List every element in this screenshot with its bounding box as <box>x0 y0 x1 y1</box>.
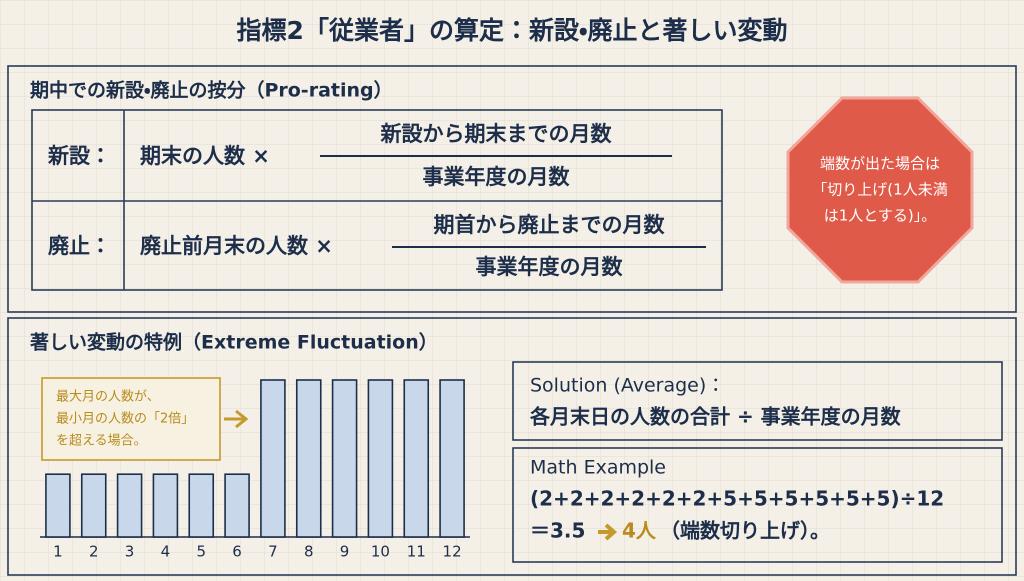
bar <box>331 379 358 538</box>
x-tick-label: 7 <box>268 543 278 561</box>
annotation-line: 最大月の人数が、 <box>56 390 160 405</box>
bar <box>45 473 71 538</box>
bar <box>403 379 430 538</box>
example-result: ＝3.5 <box>530 519 585 543</box>
x-tick-label: 3 <box>125 543 135 561</box>
formula-base: 廃止前月末の人数 × <box>140 234 333 258</box>
example-note: （端数切り上げ）。 <box>660 519 830 543</box>
x-tick-label: 10 <box>371 543 390 561</box>
bar-chart: 1 2 3 4 5 6 7 8 9 10 11 12 <box>45 379 465 561</box>
denominator: 事業年度の月数 <box>423 165 571 189</box>
x-tick-label: 8 <box>304 543 314 561</box>
note-line: 端数が出た場合は <box>820 155 940 173</box>
section-box <box>7 317 1017 576</box>
x-tick-label: 2 <box>89 543 99 561</box>
annotation-box <box>41 377 221 461</box>
bar <box>188 473 215 538</box>
section-heading: 期中での新設・廃止の按分（Pro-rating） <box>30 79 393 102</box>
result-arrow <box>598 523 618 541</box>
section-heading: 著しい変動の特例（Extreme Fluctuation） <box>30 331 438 354</box>
annotation-arrow <box>224 409 249 429</box>
bar <box>367 379 394 538</box>
x-tick-label: 5 <box>196 543 206 561</box>
row-label: 廃止： <box>48 234 111 258</box>
formula-table <box>31 109 723 291</box>
bar <box>439 379 465 538</box>
bar <box>116 473 143 538</box>
example-box <box>512 447 1003 563</box>
x-tick-label: 6 <box>232 543 242 561</box>
x-tick-label: 9 <box>340 543 350 561</box>
note-line: は1人とする)」。 <box>824 207 936 225</box>
page-title: 指標2「従業者」の算定：新設・廃止と著しい変動 <box>237 16 788 45</box>
note-line: 「切り上げ(1人未満 <box>812 181 947 199</box>
solution-formula: 各月末日の人数の合計 ÷ 事業年度の月数 <box>529 405 902 429</box>
bar <box>295 379 322 538</box>
x-tick-label: 1 <box>53 543 63 561</box>
x-tick-label: 11 <box>407 543 426 561</box>
denominator: 事業年度の月数 <box>476 255 624 279</box>
formula-base: 期末の人数 × <box>140 144 270 168</box>
solution-box <box>512 361 1003 441</box>
note-octagon <box>786 96 974 284</box>
example-label: Math Example <box>530 457 666 479</box>
x-tick-label: 12 <box>443 543 462 561</box>
solution-label: Solution (Average)： <box>530 375 725 397</box>
example-rounded: 4人 <box>622 519 657 543</box>
x-tick-label: 4 <box>161 543 171 561</box>
bar <box>152 473 179 538</box>
section-box <box>7 65 1017 313</box>
bar <box>260 379 286 538</box>
numerator: 新設から期末までの月数 <box>380 122 613 146</box>
annotation-line: 最小月の人数の「2倍」 <box>56 412 194 427</box>
bar <box>224 473 250 538</box>
annotation-line: を超える場合。 <box>56 434 147 449</box>
example-expression: (2+2+2+2+2+2+5+5+5+5+5+5)÷12 <box>530 487 944 511</box>
bar <box>80 473 107 538</box>
row-label: 新設： <box>47 144 111 168</box>
numerator: 期首から廃止までの月数 <box>434 213 666 237</box>
